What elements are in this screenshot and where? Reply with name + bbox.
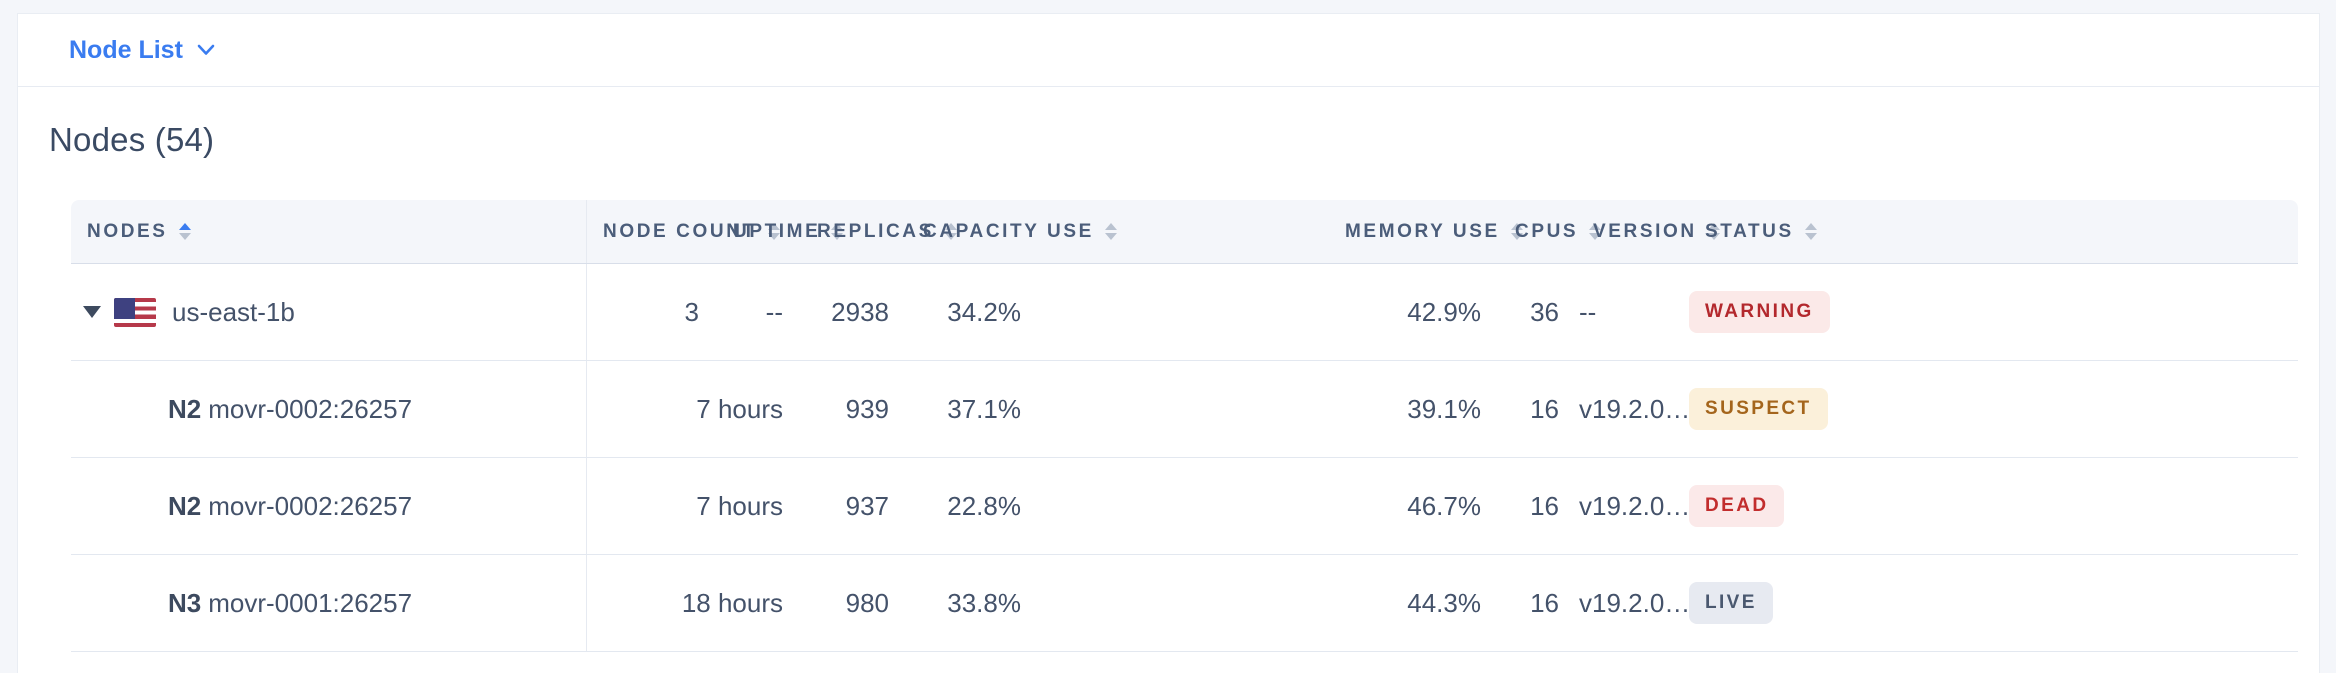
replicas-value: 937 [845, 490, 889, 521]
status-cell: WARNING [1689, 264, 2298, 360]
version-value: v19.2.0… [1579, 393, 1691, 424]
node-address: movr-0001:26257 [208, 587, 413, 618]
node-cell: N2 movr-0002:26257 [71, 458, 587, 554]
table-row-node[interactable]: N2 movr-0002:26257 7 hours 939 37.1% 39.… [71, 361, 2298, 458]
sort-arrows-icon[interactable] [1589, 223, 1602, 240]
column-header-status-label: STATUS [1705, 220, 1794, 242]
node-cell: N2 movr-0002:26257 [71, 361, 587, 457]
spacer-cell [1039, 264, 1329, 360]
column-header-memory-use[interactable]: MEMORY USE [1329, 200, 1523, 263]
column-header-node-count[interactable]: NODE COUNT [587, 200, 780, 263]
replicas-value: 939 [845, 393, 889, 424]
sort-arrows-icon[interactable] [831, 223, 844, 240]
table-row-node[interactable]: N2 movr-0002:26257 7 hours 937 22.8% 46.… [71, 458, 2298, 555]
column-header-nodes-label: NODES [87, 220, 168, 242]
node-cell: N3 movr-0001:26257 [71, 555, 587, 651]
chevron-down-icon [197, 44, 215, 55]
uptime-value: -- [765, 296, 783, 327]
sort-arrows-icon[interactable] [1104, 223, 1117, 240]
version-value: v19.2.0… [1579, 587, 1691, 618]
spacer-cell [1039, 555, 1329, 651]
sort-arrows-icon[interactable] [767, 223, 780, 240]
sort-arrows-icon[interactable] [1804, 223, 1817, 240]
status-badge: SUSPECT [1689, 388, 1828, 430]
cpus-value: 16 [1530, 490, 1559, 521]
column-header-uptime-label: UPTIME [733, 220, 821, 242]
us-flag-icon [114, 297, 156, 327]
memory-use-value: 39.1% [1407, 393, 1481, 424]
status-badge: LIVE [1689, 582, 1773, 624]
column-header-cpus-label: CPUS [1515, 220, 1579, 242]
uptime-value: 7 hours [696, 490, 783, 521]
node-id: N3 [168, 587, 202, 618]
column-header-status[interactable]: STATUS [1689, 200, 2298, 263]
spacer-cell [1039, 458, 1329, 554]
capacity-use-value: 22.8% [947, 490, 1021, 521]
column-header-capacity-use-label: CAPACITY USE [923, 220, 1094, 242]
column-header-cpus[interactable]: CPUS [1499, 200, 1602, 263]
sort-arrows-icon[interactable] [178, 223, 191, 240]
version-value: -- [1579, 296, 1597, 327]
column-header-replicas[interactable]: REPLICAS [801, 200, 957, 263]
status-cell: SUSPECT [1689, 361, 2298, 457]
spacer-cell [1039, 200, 1329, 263]
expand-caret-icon[interactable] [83, 306, 101, 318]
node-list-dropdown-label: Node List [69, 35, 183, 64]
table-header-row: NODES NODE COUNT UPTIME REPLICAS CAPACIT… [71, 200, 2298, 264]
table-row-region[interactable]: us-east-1b 3 -- 2938 34.2% 42.9% 36 -- W… [71, 264, 2298, 361]
capacity-use-value: 33.8% [947, 587, 1021, 618]
uptime-value: 7 hours [696, 393, 783, 424]
table-row-node[interactable]: N3 movr-0001:26257 18 hours 980 33.8% 44… [71, 555, 2298, 652]
nodes-table: NODES NODE COUNT UPTIME REPLICAS CAPACIT… [71, 200, 2298, 652]
column-header-version[interactable]: VERSION [1577, 200, 1720, 263]
version-value: v19.2.0… [1579, 490, 1691, 521]
column-header-replicas-label: REPLICAS [817, 220, 934, 242]
node-id: N2 [168, 490, 202, 521]
region-cell: us-east-1b [71, 264, 587, 360]
status-cell: LIVE [1689, 555, 2298, 651]
cpus-value: 16 [1530, 393, 1559, 424]
page-title: Nodes (54) [49, 121, 215, 158]
spacer-cell [1039, 361, 1329, 457]
capacity-use-value: 34.2% [947, 296, 1021, 327]
column-header-node-count-label: NODE COUNT [603, 220, 757, 242]
memory-use-value: 44.3% [1407, 587, 1481, 618]
column-header-capacity-use[interactable]: CAPACITY USE [907, 200, 1117, 263]
node-list-card: Node List Nodes (54) NODES NODE COUNT UP… [17, 13, 2320, 673]
cpus-value: 36 [1530, 296, 1559, 327]
column-header-uptime[interactable]: UPTIME [717, 200, 844, 263]
replicas-value: 2938 [831, 296, 889, 327]
node-address: movr-0002:26257 [208, 393, 413, 424]
column-header-version-label: VERSION [1593, 220, 1697, 242]
status-badge: DEAD [1689, 485, 1785, 527]
memory-use-value: 46.7% [1407, 490, 1481, 521]
node-address: movr-0002:26257 [208, 490, 413, 521]
view-selector-bar: Node List [18, 14, 2319, 87]
memory-use-value: 42.9% [1407, 296, 1481, 327]
status-badge: WARNING [1689, 291, 1830, 333]
capacity-use-value: 37.1% [947, 393, 1021, 424]
uptime-value: 18 hours [681, 587, 783, 618]
sort-arrows-icon[interactable] [944, 223, 957, 240]
node-id: N2 [168, 393, 202, 424]
column-header-nodes[interactable]: NODES [71, 200, 587, 263]
region-name: us-east-1b [172, 296, 295, 327]
column-header-memory-use-label: MEMORY USE [1345, 220, 1500, 242]
sort-arrows-icon[interactable] [1510, 223, 1523, 240]
node-count-value: 3 [684, 296, 699, 327]
status-cell: DEAD [1689, 458, 2298, 554]
sort-arrows-icon[interactable] [1707, 223, 1720, 240]
cpus-value: 16 [1530, 587, 1559, 618]
node-list-dropdown[interactable]: Node List [69, 36, 215, 65]
replicas-value: 980 [845, 587, 889, 618]
